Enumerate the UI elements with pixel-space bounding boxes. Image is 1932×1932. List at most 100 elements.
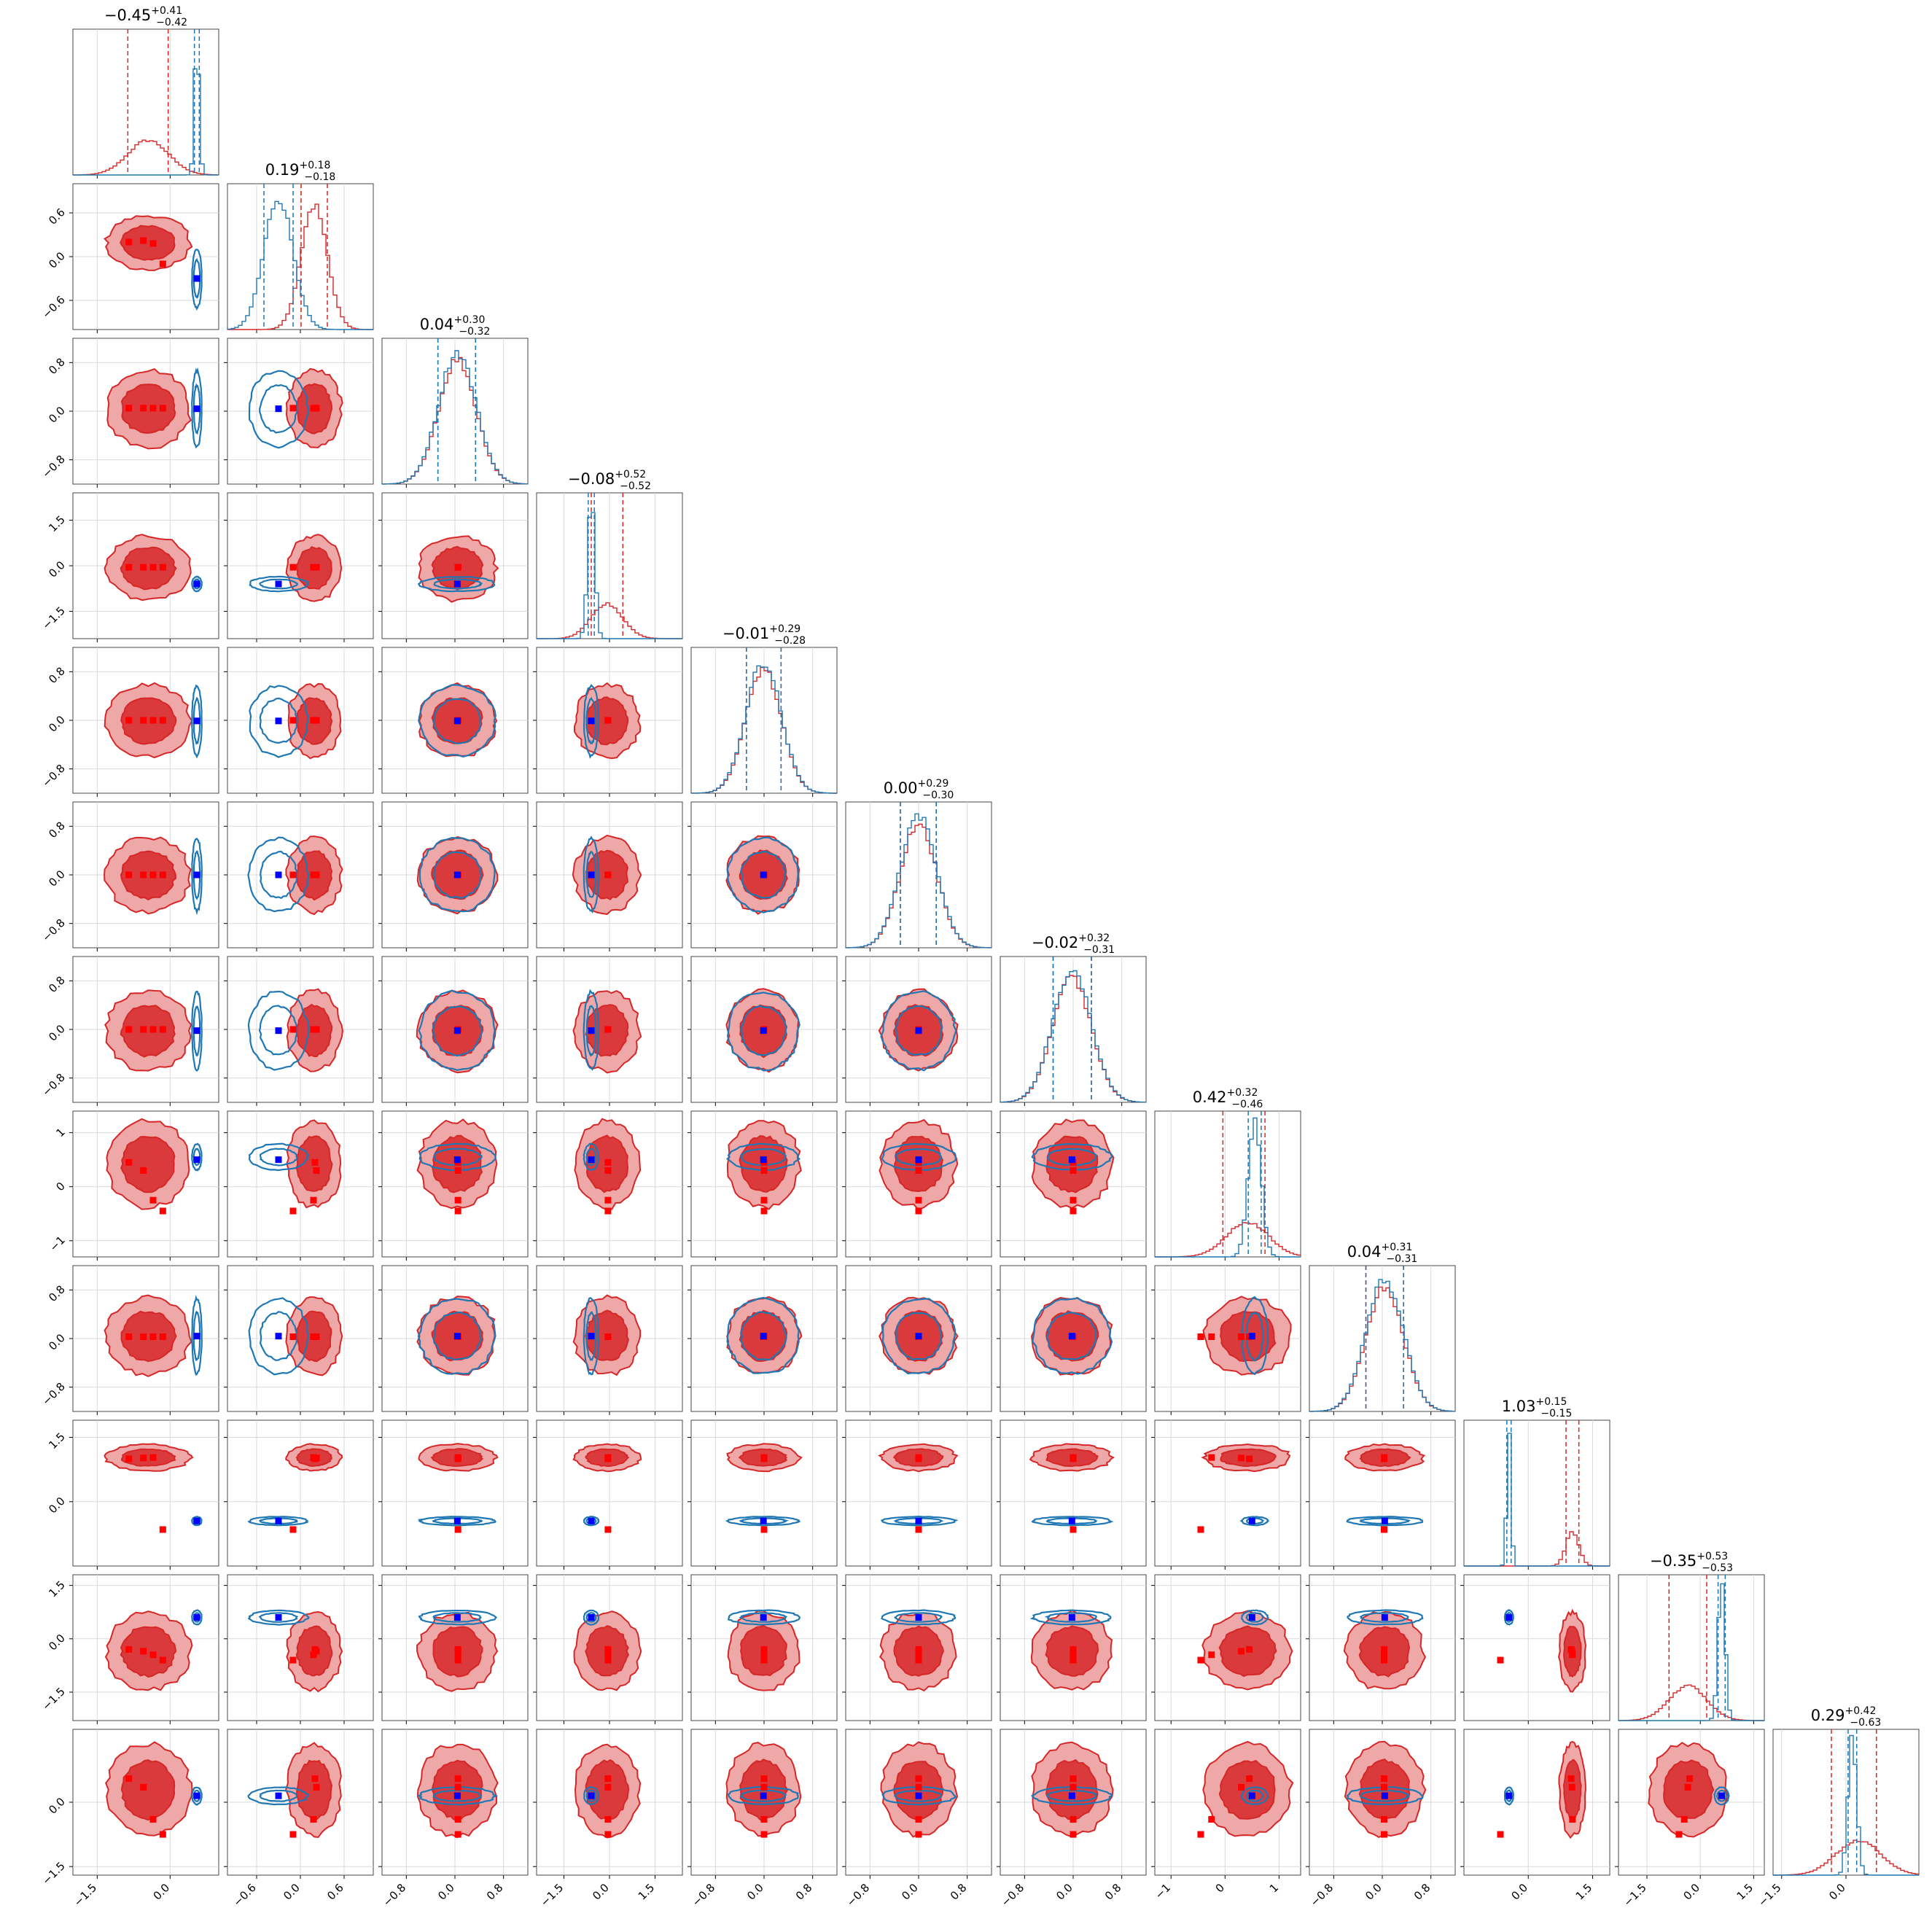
panel-10-8 [1306, 1574, 1456, 1724]
blue-contour-outer [191, 685, 203, 759]
title-median: 0.19 [265, 161, 300, 179]
red-histogram [1618, 1684, 1764, 1721]
panel-6-1 [224, 956, 374, 1106]
blue-contour-outer [418, 1610, 497, 1626]
title-minus: −0.53 [1702, 1562, 1733, 1574]
blue-truth-marker [760, 1027, 767, 1035]
red-truth-marker [1070, 1775, 1077, 1783]
red-truth-marker [159, 871, 166, 879]
x-tick-label: 0.0 [899, 1881, 921, 1903]
panel-6-4 [688, 956, 838, 1106]
red-truth-marker [1070, 1831, 1077, 1838]
title-minus: −0.18 [304, 171, 335, 183]
panel-8-4 [688, 1265, 838, 1415]
blue-contour-inner [739, 1612, 788, 1623]
red-contour-inner [120, 1759, 176, 1821]
y-tick-label: −1 [47, 1234, 67, 1254]
y-tick-label: −0.8 [39, 916, 67, 944]
red-truth-marker [140, 1648, 147, 1655]
blue-truth-marker [275, 1027, 282, 1035]
red-truth-marker [454, 1656, 461, 1664]
blue-contour-inner [433, 578, 483, 590]
panel-10-7 [1151, 1574, 1301, 1724]
panel-frame [1463, 1574, 1610, 1721]
red-truth-marker [454, 1816, 461, 1823]
panel-11-1: −0.6 0.0 0.6 [224, 1729, 374, 1909]
blue-truth-marker [453, 1333, 461, 1340]
x-tick-label: −1.5 [1756, 1881, 1783, 1909]
blue-contour-inner [893, 1517, 944, 1525]
blue-truth-marker [453, 871, 461, 879]
blue-truth-marker [1068, 1792, 1075, 1799]
blue-truth-marker [1068, 1614, 1075, 1621]
red-truth-marker [604, 1026, 612, 1033]
red-truth-marker [1381, 1783, 1387, 1791]
title-plus: +0.29 [769, 623, 801, 635]
blue-histogram [1309, 1279, 1455, 1412]
blue-contour-inner [260, 850, 298, 900]
panel-3-1 [224, 492, 374, 642]
red-truth-marker [159, 405, 166, 412]
red-truth-marker [1381, 1648, 1387, 1655]
panel-9-1 [224, 1419, 374, 1570]
histogram-panel-11: 0.29+0.42 −0.63 −1.5 0.0 [1756, 1705, 1920, 1909]
blue-contour-outer [191, 1142, 203, 1172]
red-truth-marker [289, 1831, 297, 1838]
red-truth-marker [311, 1775, 319, 1783]
blue-histogram [73, 68, 219, 176]
blue-truth-marker [275, 1792, 282, 1799]
x-tick-label: −1.5 [1621, 1881, 1648, 1909]
x-tick-label: 0.0 [1363, 1881, 1384, 1903]
blue-contour-outer [1503, 1609, 1514, 1626]
red-truth-marker [604, 871, 612, 879]
red-truth-marker [1497, 1656, 1504, 1664]
panel-10-0: −1.5 0.0 1.5 [39, 1574, 219, 1724]
red-truth-marker [289, 717, 297, 724]
red-truth-marker [159, 1333, 166, 1340]
blue-truth-marker [275, 1333, 282, 1340]
blue-truth-marker [1248, 1517, 1255, 1524]
red-contour-inner [120, 383, 176, 434]
blue-contour-inner [259, 383, 298, 434]
red-truth-marker [1208, 1333, 1215, 1340]
blue-contour-outer [1029, 1609, 1112, 1626]
blue-truth-marker [1718, 1792, 1725, 1799]
histogram-panel-6: −0.02+0.32 −0.31 [1000, 932, 1147, 1106]
x-tick-label: 0.6 [324, 1881, 346, 1903]
red-truth-marker [289, 1656, 297, 1664]
red-truth-marker [125, 871, 133, 879]
title-plus: +0.18 [299, 160, 330, 171]
panel-10-2 [378, 1574, 529, 1724]
red-truth-marker [140, 1454, 147, 1462]
red-truth-marker [760, 1816, 768, 1823]
blue-contour-outer [583, 835, 600, 914]
y-tick-label: −0.8 [39, 453, 67, 480]
blue-truth-marker [915, 1027, 922, 1035]
blue-contour-outer [1031, 1516, 1114, 1527]
panel-3-2 [378, 492, 529, 642]
blue-contour-outer [881, 1515, 959, 1527]
red-truth-marker [125, 1026, 133, 1033]
x-tick-label: 0.8 [793, 1881, 815, 1903]
x-tick-label: 0.0 [590, 1881, 612, 1903]
panel-6-2 [378, 956, 529, 1106]
blue-truth-marker [588, 1333, 595, 1340]
red-truth-marker [310, 564, 317, 571]
x-tick-label: −0.8 [1308, 1881, 1336, 1909]
red-truth-marker [159, 717, 166, 724]
blue-contour-inner [432, 698, 482, 744]
title-plus: +0.53 [1697, 1551, 1728, 1562]
red-truth-marker [454, 1831, 461, 1838]
blue-contour-outer [725, 1142, 801, 1172]
red-truth-marker [1381, 1775, 1387, 1783]
panel-5-3 [533, 801, 683, 951]
title-minus: −0.32 [459, 326, 490, 338]
blue-truth-marker [588, 1156, 595, 1164]
red-contour-inner [120, 1448, 176, 1467]
red-truth-marker [310, 405, 317, 412]
blue-contour-outer [583, 1297, 600, 1376]
red-truth-marker [140, 717, 147, 724]
red-truth-marker [311, 1158, 319, 1166]
y-tick-label: 0.0 [46, 404, 68, 426]
